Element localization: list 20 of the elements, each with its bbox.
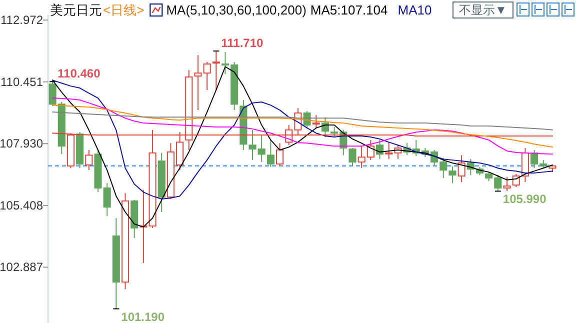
y-tick-label: 102.887 bbox=[0, 260, 44, 274]
annotation: MA(5,10,30,60,100,200) bbox=[166, 2, 306, 18]
annotation: 111.710 bbox=[221, 36, 264, 50]
annotation: 110.460 bbox=[58, 66, 101, 81]
annotation: 105.990 bbox=[502, 192, 547, 206]
y-tick-label: 105.408 bbox=[0, 198, 44, 212]
chart-subtitle: <日线> bbox=[103, 2, 144, 18]
candlestick bbox=[194, 54, 202, 111]
candlestick bbox=[112, 218, 120, 310]
text: MA5:107.104 bbox=[310, 2, 388, 18]
annotation: 不显示▼ bbox=[459, 3, 507, 17]
y-tick-label: 110.451 bbox=[0, 74, 44, 89]
y-tick-label: 107.930 bbox=[0, 136, 44, 151]
chart-title: 美元日元 bbox=[50, 2, 102, 18]
candlestick bbox=[158, 152, 166, 212]
text: MA10 bbox=[398, 2, 432, 18]
annotation: 101.190 bbox=[121, 310, 165, 323]
line-series bbox=[52, 112, 553, 130]
candlestick bbox=[121, 192, 130, 290]
y-tick-label: 112.972 bbox=[0, 13, 44, 28]
